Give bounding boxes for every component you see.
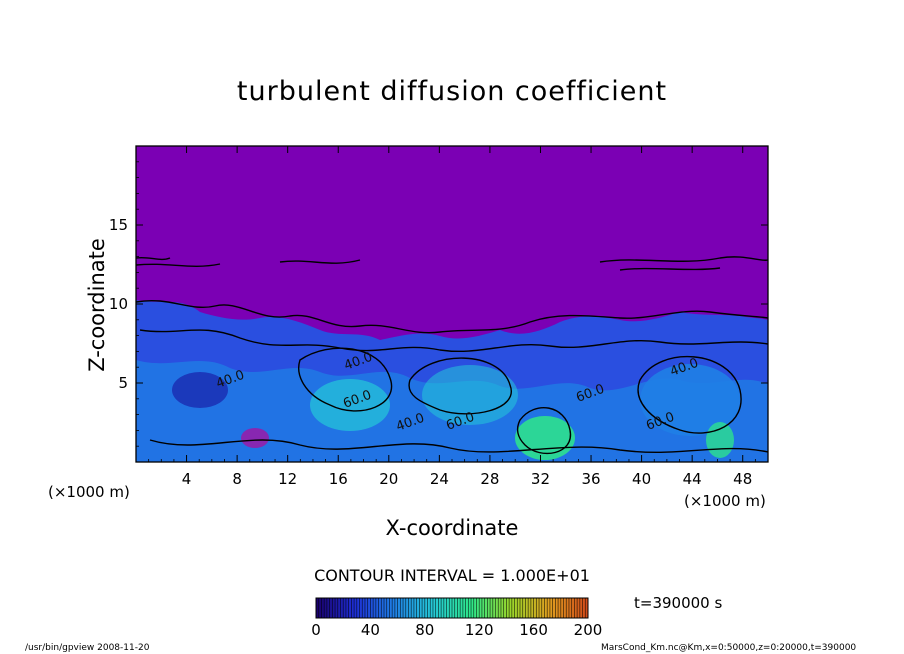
colorbar-tick-label: 80 bbox=[415, 621, 434, 639]
footer-right: MarsCond_Km.nc@Km,x=0:50000,z=0:20000,t=… bbox=[601, 643, 857, 653]
colorbar-tick-label: 200 bbox=[574, 621, 603, 639]
vortex-cyan bbox=[310, 379, 390, 431]
y-tick-label: 5 bbox=[118, 374, 128, 392]
chart-title: turbulent diffusion coefficient bbox=[236, 76, 668, 107]
y-tick-label: 15 bbox=[109, 216, 128, 234]
colorbar: 0 40 80 120 160 200 bbox=[311, 597, 602, 639]
contour-interval-text: CONTOUR INTERVAL = 1.000E+01 bbox=[314, 566, 590, 585]
time-label: t=390000 s bbox=[634, 594, 723, 612]
vortex-navy bbox=[172, 372, 228, 408]
x-tick-label: 24 bbox=[430, 470, 449, 488]
colorbar-tick-label: 0 bbox=[311, 621, 321, 639]
x-unit-label-right: (×1000 m) bbox=[684, 492, 766, 510]
footer-left: /usr/bin/gpview 2008-11-20 bbox=[25, 643, 150, 653]
colorbar-tick-label: 120 bbox=[465, 621, 494, 639]
colorbar-tick-label: 40 bbox=[361, 621, 380, 639]
x-tick-label: 12 bbox=[278, 470, 297, 488]
x-tick-label: 36 bbox=[581, 470, 600, 488]
y-tick-label: 10 bbox=[109, 295, 128, 313]
x-tick-label: 8 bbox=[232, 470, 242, 488]
colorbar-frame bbox=[315, 597, 589, 619]
y-axis-label: Z-coordinate bbox=[85, 238, 109, 372]
colorbar-contour-stripes bbox=[318, 598, 586, 618]
x-tick-label: 40 bbox=[632, 470, 651, 488]
x-tick-label: 16 bbox=[329, 470, 348, 488]
vortex-magenta bbox=[241, 428, 269, 448]
vortex-green bbox=[706, 422, 734, 458]
x-tick-label: 32 bbox=[531, 470, 550, 488]
x-tick-label: 20 bbox=[379, 470, 398, 488]
contour-lines bbox=[136, 256, 768, 455]
plot-area: 40.040.060.060.040.040.060.060.0 bbox=[136, 146, 768, 462]
x-unit-label-left: (×1000 m) bbox=[48, 483, 130, 501]
colorbar-ticks: 0 40 80 120 160 200 bbox=[311, 621, 602, 639]
x-tick-label: 28 bbox=[480, 470, 499, 488]
x-tick-label: 4 bbox=[182, 470, 192, 488]
vortex-cyan bbox=[640, 364, 740, 436]
x-tick-label: 44 bbox=[683, 470, 702, 488]
x-tick-label: 48 bbox=[733, 470, 752, 488]
colorbar-tick-label: 160 bbox=[519, 621, 548, 639]
x-axis-label: X-coordinate bbox=[385, 516, 519, 540]
